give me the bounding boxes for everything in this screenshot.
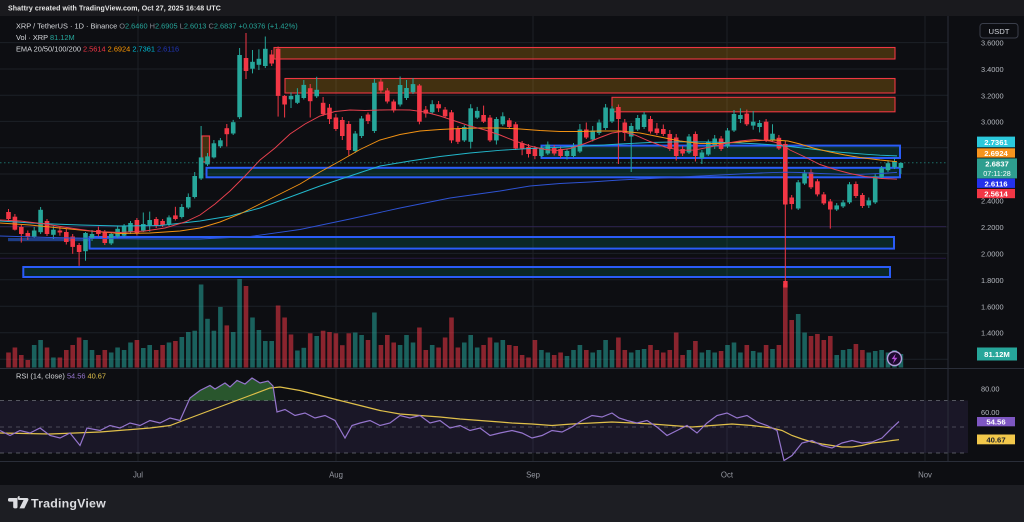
svg-text:3.6000: 3.6000: [981, 39, 1004, 48]
svg-text:Shattry created with TradingVi: Shattry created with TradingView.com, Oc…: [8, 5, 221, 12]
svg-text:2.6116: 2.6116: [984, 179, 1007, 188]
svg-text:1.4000: 1.4000: [981, 329, 1004, 338]
svg-text:Jul: Jul: [133, 471, 143, 480]
svg-text:RSI (14, close) 54.56 40.67: RSI (14, close) 54.56 40.67: [16, 372, 106, 381]
svg-text:Nov: Nov: [918, 471, 932, 480]
svg-text:54.56: 54.56: [986, 418, 1005, 427]
svg-text:60.00: 60.00: [981, 408, 1000, 417]
svg-text:Oct: Oct: [721, 471, 734, 480]
svg-text:3.4000: 3.4000: [981, 65, 1004, 74]
svg-text:Vol · XRP 81.12M: Vol · XRP 81.12M: [16, 33, 75, 42]
svg-text:2.2000: 2.2000: [981, 223, 1004, 232]
svg-text:81.12M: 81.12M: [984, 350, 1010, 359]
svg-text:1.6000: 1.6000: [981, 302, 1004, 311]
svg-text:2.6924: 2.6924: [984, 149, 1008, 158]
svg-text:40.67: 40.67: [986, 435, 1005, 444]
svg-text:EMA 20/50/100/200 2.5614 2.692: EMA 20/50/100/200 2.5614 2.6924 2.7361 2…: [16, 45, 179, 54]
svg-text:3.2000: 3.2000: [981, 91, 1004, 100]
svg-text:Sep: Sep: [526, 471, 541, 480]
svg-text:USDT: USDT: [989, 27, 1010, 36]
svg-text:07:11:28: 07:11:28: [983, 169, 1010, 178]
svg-text:2.7361: 2.7361: [984, 138, 1008, 147]
svg-text:Aug: Aug: [329, 471, 343, 480]
svg-text:2.5614: 2.5614: [984, 190, 1008, 199]
svg-text:3.0000: 3.0000: [981, 117, 1004, 126]
svg-text:XRP / TetherUS · 1D · Binance: XRP / TetherUS · 1D · Binance O2.6460 H2…: [16, 22, 298, 31]
svg-text:TradingView: TradingView: [31, 497, 106, 511]
svg-text:2.4000: 2.4000: [981, 196, 1004, 205]
svg-text:1.8000: 1.8000: [981, 276, 1004, 285]
svg-text:2.6837: 2.6837: [985, 160, 1009, 169]
svg-text:2.0000: 2.0000: [981, 249, 1004, 258]
svg-text:80.00: 80.00: [981, 385, 1000, 394]
